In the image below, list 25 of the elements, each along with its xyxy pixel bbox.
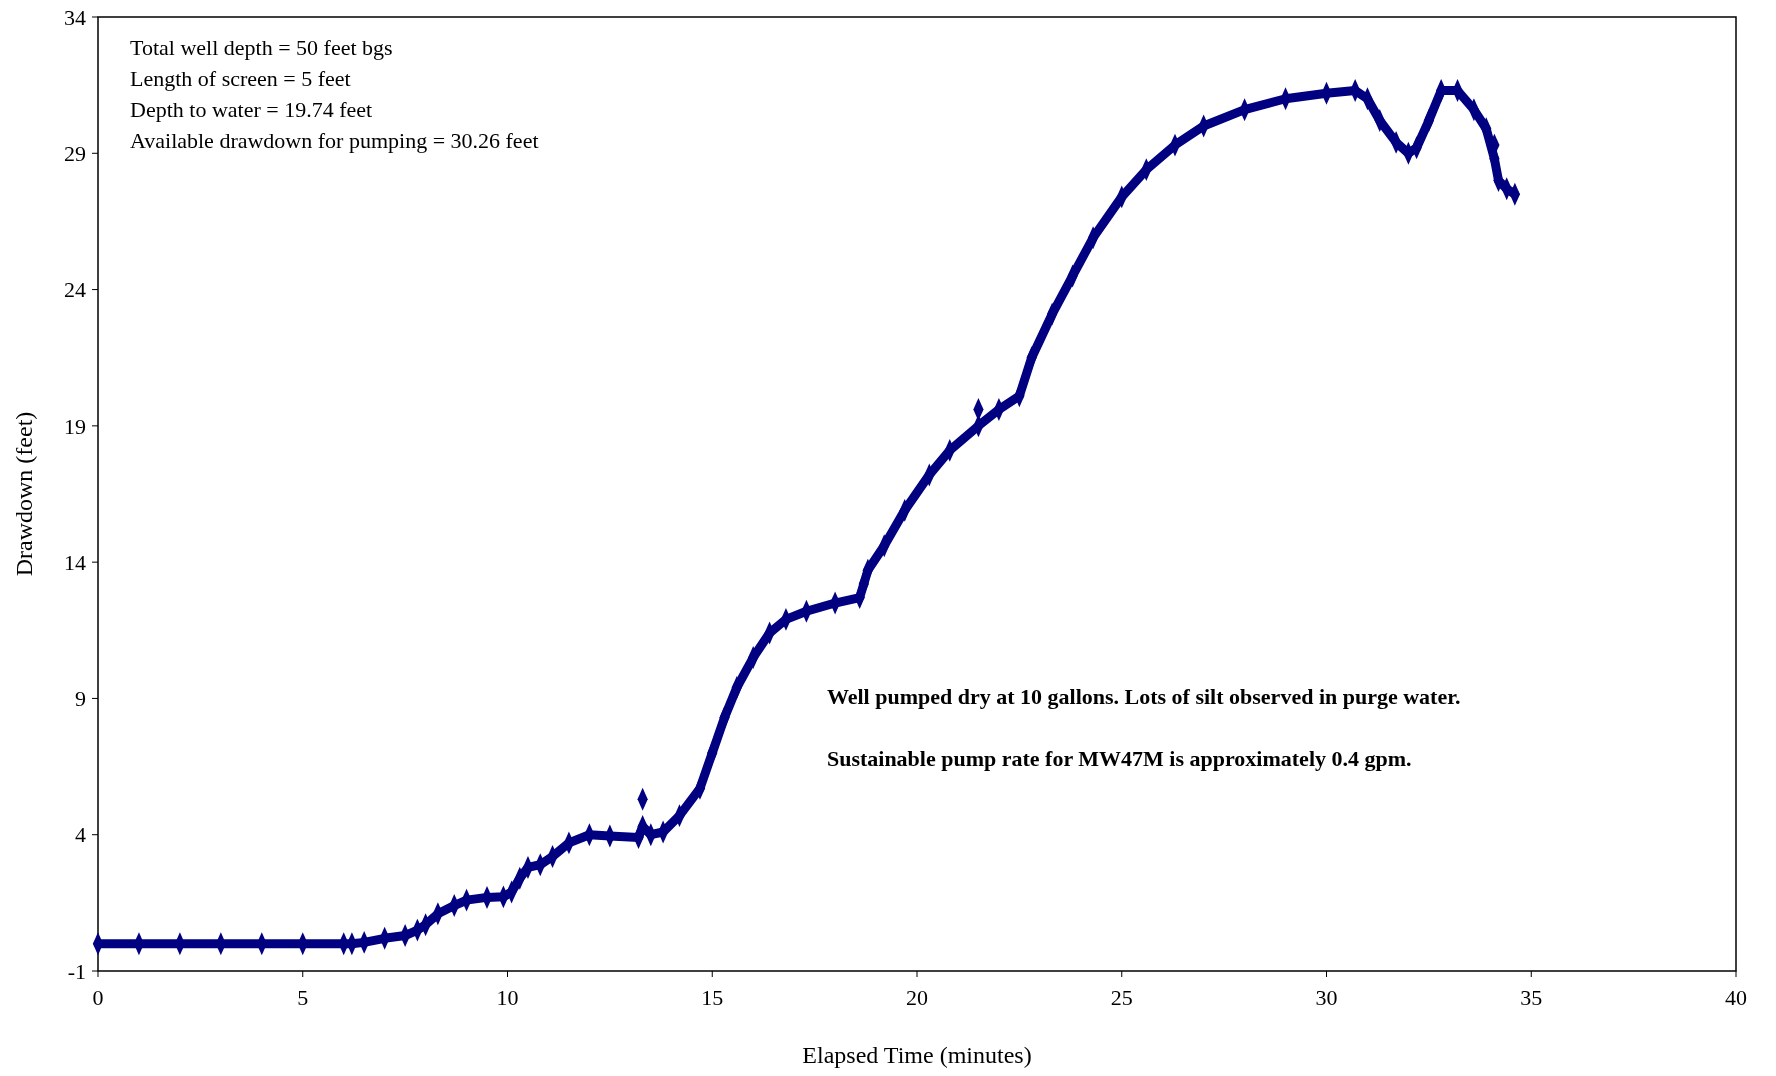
x-tick-label: 0 [92,985,104,1010]
x-tick-label: 5 [297,985,309,1010]
y-tick-label: 34 [64,4,86,30]
x-tick-label: 20 [906,985,928,1010]
x-tick-label: 30 [1315,985,1338,1010]
annotation: Total well depth = 50 feet bgs [130,35,393,60]
x-tick-label: 35 [1520,985,1543,1010]
y-tick-label: 9 [75,686,86,712]
y-tick-label: 19 [64,413,86,439]
x-tick-label: 10 [496,985,519,1010]
annotation: Length of screen = 5 feet [130,66,351,91]
x-tick-label: 15 [701,985,724,1010]
annotation: Well pumped dry at 10 gallons. Lots of silt observed in purge water. [826,683,1461,709]
x-axis-title: Elapsed Time (minutes) [802,1042,1032,1068]
y-tick-label: 29 [64,140,86,166]
y-tick-label: 14 [64,549,86,575]
y-tick-label: -1 [67,958,86,984]
annotation: Available drawdown for pumping = 30.26 feet [130,128,539,153]
y-tick-label: 4 [75,822,86,848]
x-tick-label: 40 [1725,985,1747,1010]
annotation: Depth to water = 19.74 feet [130,97,373,122]
x-tick-label: 25 [1110,985,1133,1010]
y-tick-label: 24 [64,277,86,303]
y-axis-title: Drawdown (feet) [11,411,37,577]
annotation: Sustainable pump rate for MW47M is approximately 0.4 gpm. [826,745,1412,771]
